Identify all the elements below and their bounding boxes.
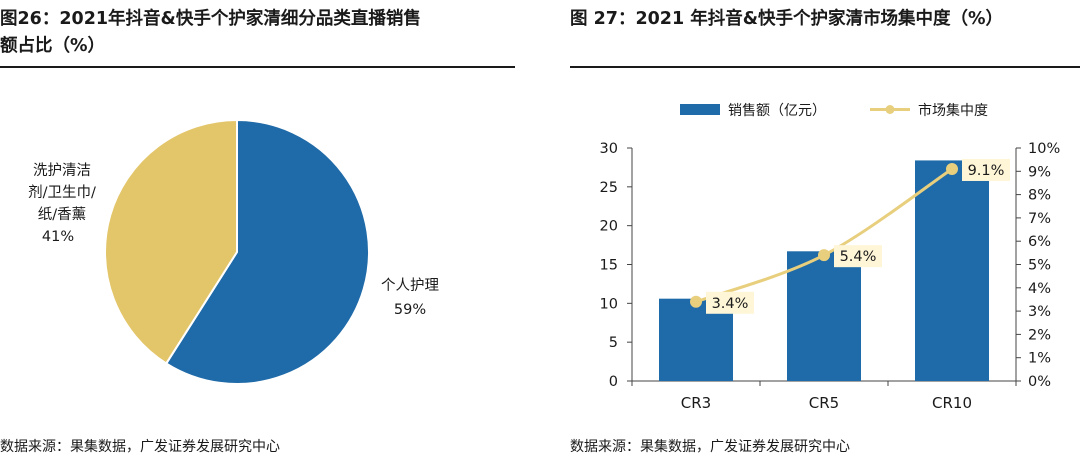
y2-tick-label: 10% bbox=[1028, 141, 1060, 157]
figure-27-source: 数据来源：果集数据，广发证券发展研究中心 bbox=[570, 439, 850, 455]
figure-26-title-line-2: 额占比（%） bbox=[0, 36, 106, 56]
y2-tick-label: 8% bbox=[1028, 188, 1051, 204]
y-tick-label: 25 bbox=[600, 180, 618, 196]
y-tick-label: 0 bbox=[609, 374, 618, 390]
y2-tick-label: 4% bbox=[1028, 281, 1051, 297]
concentration-value-label: 9.1% bbox=[968, 163, 1005, 179]
y-tick-label: 10 bbox=[600, 296, 618, 312]
pie-value-personal-care: 59% bbox=[394, 302, 426, 318]
title-divider bbox=[0, 66, 515, 68]
concentration-value-label: 3.4% bbox=[712, 296, 749, 312]
legend-label-sales: 销售额（亿元） bbox=[728, 103, 826, 119]
y2-tick-label: 3% bbox=[1028, 304, 1051, 320]
combo-chart: 销售额（亿元） 市场集中度 0 5 10 15 20 25 30 0% 1% 2% 3% 4% 5% 6% 7%… bbox=[600, 102, 1061, 412]
pie-slice-cleaning-products bbox=[104, 118, 238, 365]
concentration-label-bg bbox=[706, 291, 754, 314]
figure-26-title: 图26：2021年抖音&快手个护家清细分品类直播销售 额占比（%） bbox=[0, 6, 421, 60]
bar-cr10 bbox=[915, 160, 989, 381]
x-tick-label: CR10 bbox=[932, 394, 972, 412]
concentration-point bbox=[818, 249, 830, 262]
figure-26-source: 数据来源：果集数据，广发证券发展研究中心 bbox=[0, 439, 280, 455]
pie-label-cleaning-products-line: 剂/卫生巾/ bbox=[28, 184, 96, 201]
y2-tick-label: 5% bbox=[1028, 258, 1051, 274]
pie-label-cleaning-products-line: 洗护清洁 bbox=[33, 162, 91, 179]
y2-tick-label: 9% bbox=[1028, 164, 1051, 180]
concentration-point bbox=[946, 162, 958, 175]
y2-tick-label: 7% bbox=[1028, 211, 1051, 227]
y2-tick-label: 1% bbox=[1028, 351, 1051, 367]
legend-swatch-concentration-marker bbox=[885, 105, 895, 114]
figure-26-panel: 图26：2021年抖音&快手个护家清细分品类直播销售 额占比（%） 个人护理 59… bbox=[0, 0, 520, 462]
y2-tick-label: 0% bbox=[1028, 374, 1051, 390]
concentration-value-label: 5.4% bbox=[840, 249, 877, 265]
legend-label-concentration: 市场集中度 bbox=[918, 102, 988, 119]
pie-label-personal-care: 个人护理 bbox=[381, 277, 439, 294]
figure-27-title: 图 27：2021 年抖音&快手个护家清市场集中度（%） bbox=[570, 9, 1004, 29]
concentration-point bbox=[690, 295, 702, 308]
title-divider bbox=[570, 66, 1080, 68]
y-tick-label: 15 bbox=[600, 258, 618, 274]
pie-slice-personal-care bbox=[164, 118, 371, 385]
pie-label-cleaning-products-line: 纸/香薰 bbox=[38, 206, 86, 223]
figure-26-title-line-1: 图26：2021年抖音&快手个护家清细分品类直播销售 bbox=[0, 9, 421, 29]
y2-tick-label: 2% bbox=[1028, 327, 1051, 343]
figure-27-panel: 图 27：2021 年抖音&快手个护家清市场集中度（%） 销售额（亿元） 市场集中… bbox=[570, 0, 1080, 462]
legend-swatch-sales bbox=[680, 104, 720, 115]
y-tick-label: 30 bbox=[600, 141, 618, 157]
concentration-label-bg bbox=[834, 245, 882, 268]
x-tick-label: CR5 bbox=[809, 394, 839, 412]
bar-cr5 bbox=[787, 251, 861, 381]
y2-tick-label: 6% bbox=[1028, 234, 1051, 250]
x-tick-label: CR3 bbox=[681, 394, 711, 412]
y-tick-label: 5 bbox=[609, 335, 618, 351]
concentration-label-bg bbox=[962, 158, 1010, 181]
y-tick-label: 20 bbox=[600, 219, 618, 235]
pie-value-cleaning-products: 41% bbox=[42, 229, 74, 245]
